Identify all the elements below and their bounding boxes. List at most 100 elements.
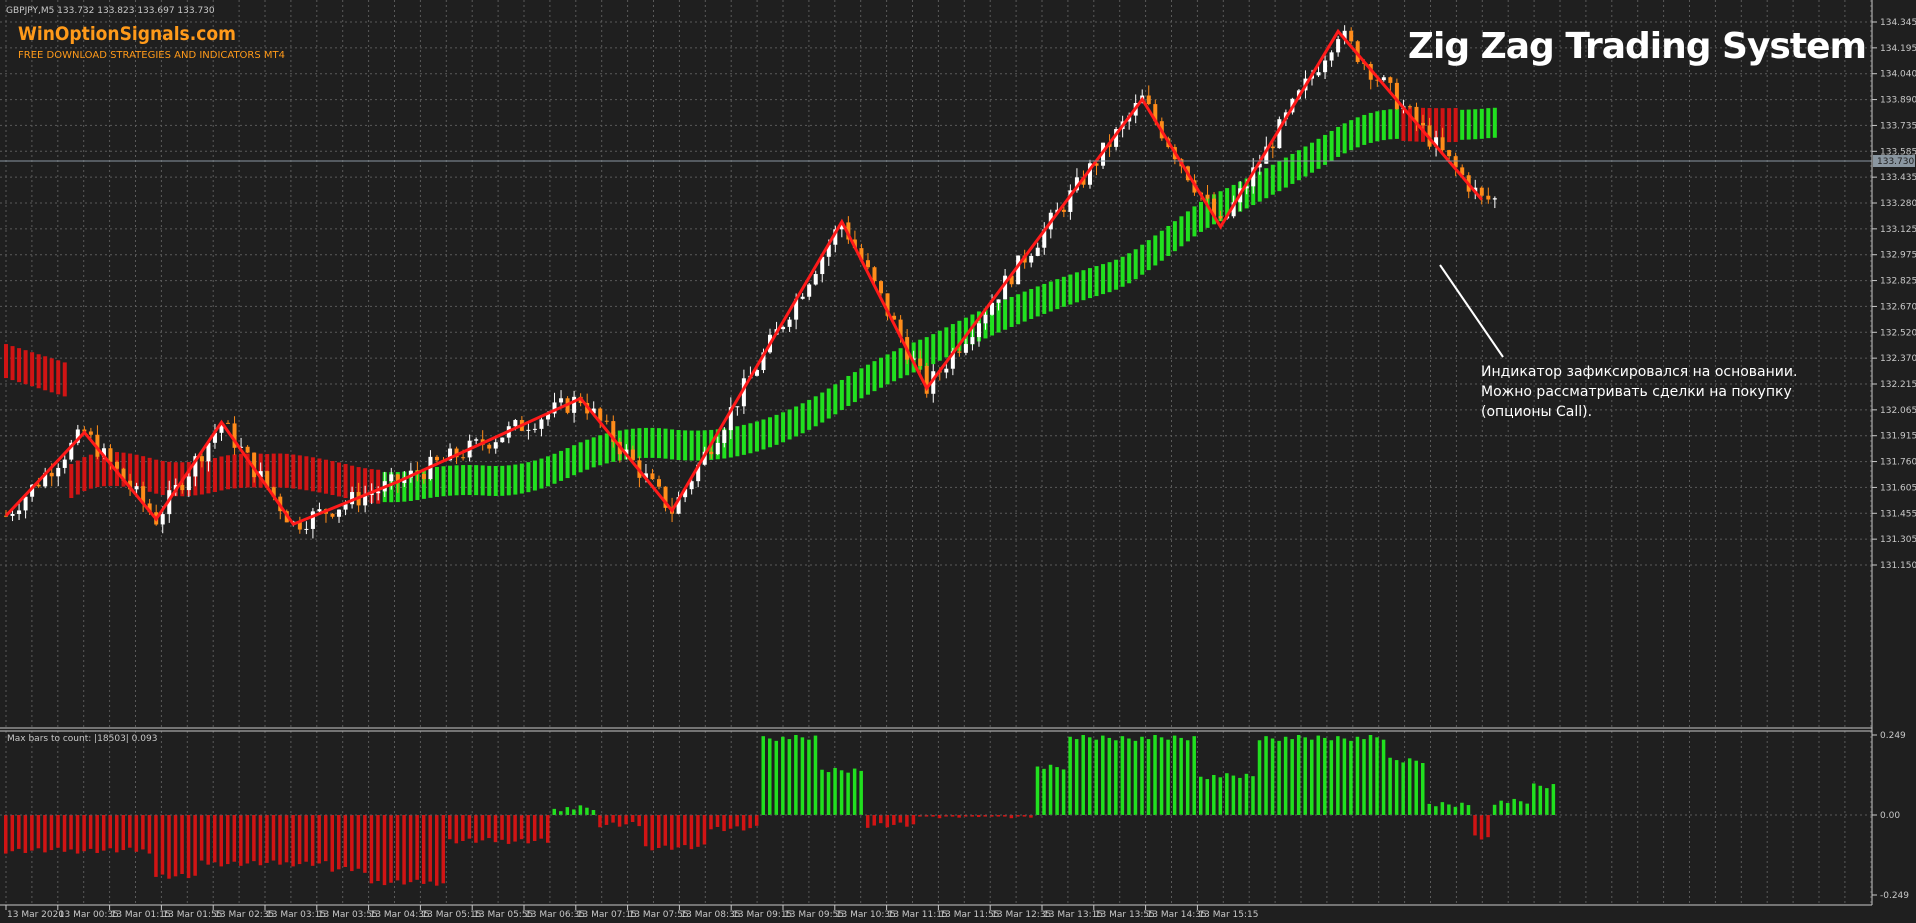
candle-body [970, 337, 975, 345]
histogram-bar [1518, 801, 1523, 815]
histogram-bar [271, 815, 276, 861]
candle-body [513, 420, 518, 427]
band-bar [963, 317, 968, 348]
histogram-bar [1035, 766, 1040, 815]
candle-body [663, 486, 668, 508]
band-bar [1479, 108, 1484, 139]
histogram-bar [532, 815, 537, 841]
candle-body [1355, 41, 1360, 62]
histogram-bar [30, 815, 34, 851]
candle-body [976, 323, 981, 338]
histogram-bar [186, 815, 191, 879]
histogram-bar [578, 805, 583, 815]
band-bar [1277, 161, 1282, 192]
histogram-bar [787, 739, 792, 815]
histogram-bar [1094, 739, 1099, 815]
histogram-bar [905, 815, 909, 827]
histogram-bar [611, 815, 615, 823]
candle-body [304, 528, 309, 530]
band-bar [1179, 216, 1184, 247]
band-bar [415, 470, 420, 501]
band-bar [1355, 117, 1360, 148]
candle-body [872, 267, 877, 282]
histogram-bar [1283, 736, 1288, 815]
histogram-bar [1362, 739, 1366, 815]
histogram-bar [252, 815, 256, 862]
histogram-bar [852, 768, 857, 815]
band-bar [1486, 108, 1491, 139]
candle-body [1029, 255, 1034, 263]
band-bar [1140, 244, 1145, 275]
histogram-bar [310, 815, 315, 866]
band-bar [1192, 206, 1197, 237]
x-tick-label: 13 Mar 09:55 [784, 910, 844, 920]
band-bar [147, 457, 152, 492]
band-bar [1225, 188, 1230, 219]
x-tick-label: 13 Mar 01:15 [111, 910, 171, 920]
histogram-bar [807, 739, 811, 815]
candle-body [741, 378, 746, 407]
band-bar [284, 453, 289, 488]
band-bar [800, 403, 805, 434]
y-tick-label: 132.975 [1880, 251, 1916, 261]
histogram-bar [141, 815, 145, 850]
histogram-bar [539, 815, 543, 839]
band-bar [337, 462, 342, 497]
band-bar [62, 362, 67, 397]
candle-body [226, 422, 231, 424]
candle-body [1479, 187, 1484, 196]
histogram-bar [1114, 740, 1118, 815]
candle-body [689, 481, 694, 490]
histogram-bar [134, 815, 139, 852]
band-bar [317, 458, 322, 493]
band-bar [637, 428, 642, 459]
band-bar [1407, 107, 1412, 142]
candle-body [17, 510, 22, 514]
band-bar [101, 452, 106, 487]
band-bar [1061, 276, 1066, 307]
band-bar [219, 456, 224, 491]
histogram-bar [572, 809, 576, 815]
y-tick-label: 134.345 [1880, 18, 1916, 28]
band-bar [1310, 142, 1314, 173]
histogram-bar [278, 815, 282, 865]
band-bar [10, 346, 15, 381]
histogram-bar [1192, 736, 1196, 815]
band-bar [1016, 294, 1021, 325]
candle-body [252, 452, 257, 478]
band-bar [813, 396, 818, 427]
histogram-bar [1198, 776, 1203, 815]
band-bar [1185, 211, 1190, 242]
candle-body [1218, 216, 1223, 219]
histogram-bar [990, 815, 994, 817]
candle-body [839, 222, 844, 230]
x-tick-label: 13 Mar 02:35 [214, 910, 274, 920]
histogram-bar [128, 815, 132, 848]
histogram-bar [1277, 740, 1281, 815]
candle-body [1205, 194, 1210, 199]
histogram-bar [193, 815, 197, 876]
band-bar [748, 423, 753, 454]
candle-body [115, 461, 120, 469]
candle-body [1016, 255, 1021, 285]
band-bar [1342, 123, 1347, 154]
band-bar [1159, 230, 1164, 261]
histogram-bar [794, 735, 798, 815]
candle-body [532, 428, 537, 430]
histogram-bar [911, 815, 916, 825]
candle-body [865, 260, 870, 268]
histogram-bar [56, 815, 60, 848]
candle-body [715, 442, 720, 455]
band-bar [598, 435, 603, 466]
histogram-bar [846, 772, 850, 815]
band-bar [859, 368, 864, 399]
histogram-bar [1016, 815, 1020, 817]
band-bar [434, 466, 439, 497]
band-bar [696, 430, 701, 461]
histogram-bar [382, 815, 387, 886]
band-bar [663, 428, 668, 459]
histogram-bar [1290, 739, 1294, 815]
candle-body [1427, 125, 1432, 147]
candle-body [128, 480, 133, 490]
candle-body [36, 484, 41, 487]
